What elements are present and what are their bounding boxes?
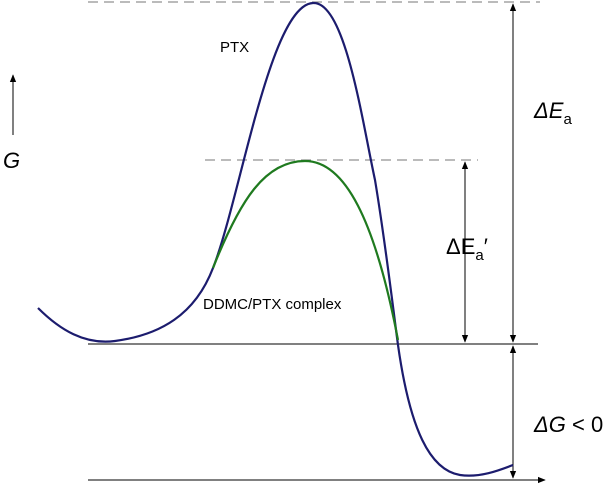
curve-label: DDMC/PTX complex	[203, 296, 342, 313]
annotation: ΔEa	[533, 98, 572, 128]
annotation-main: ΔE	[446, 234, 475, 259]
ptx-curve	[37, 1, 514, 477]
annotation-rest: < 0	[566, 412, 603, 437]
complex-curve	[211, 159, 400, 341]
annotation: ΔEa′	[446, 234, 488, 264]
annotation: ΔG < 0	[533, 412, 603, 437]
annotation-suffix: ′	[484, 234, 488, 259]
axis-label: G	[3, 148, 20, 173]
annotation-main: ΔE	[533, 98, 564, 123]
annotation-sub: a	[563, 111, 572, 128]
annotation-sub: a	[475, 247, 484, 264]
annotation-main: ΔG	[533, 412, 566, 437]
curve-label: PTX	[220, 39, 249, 56]
